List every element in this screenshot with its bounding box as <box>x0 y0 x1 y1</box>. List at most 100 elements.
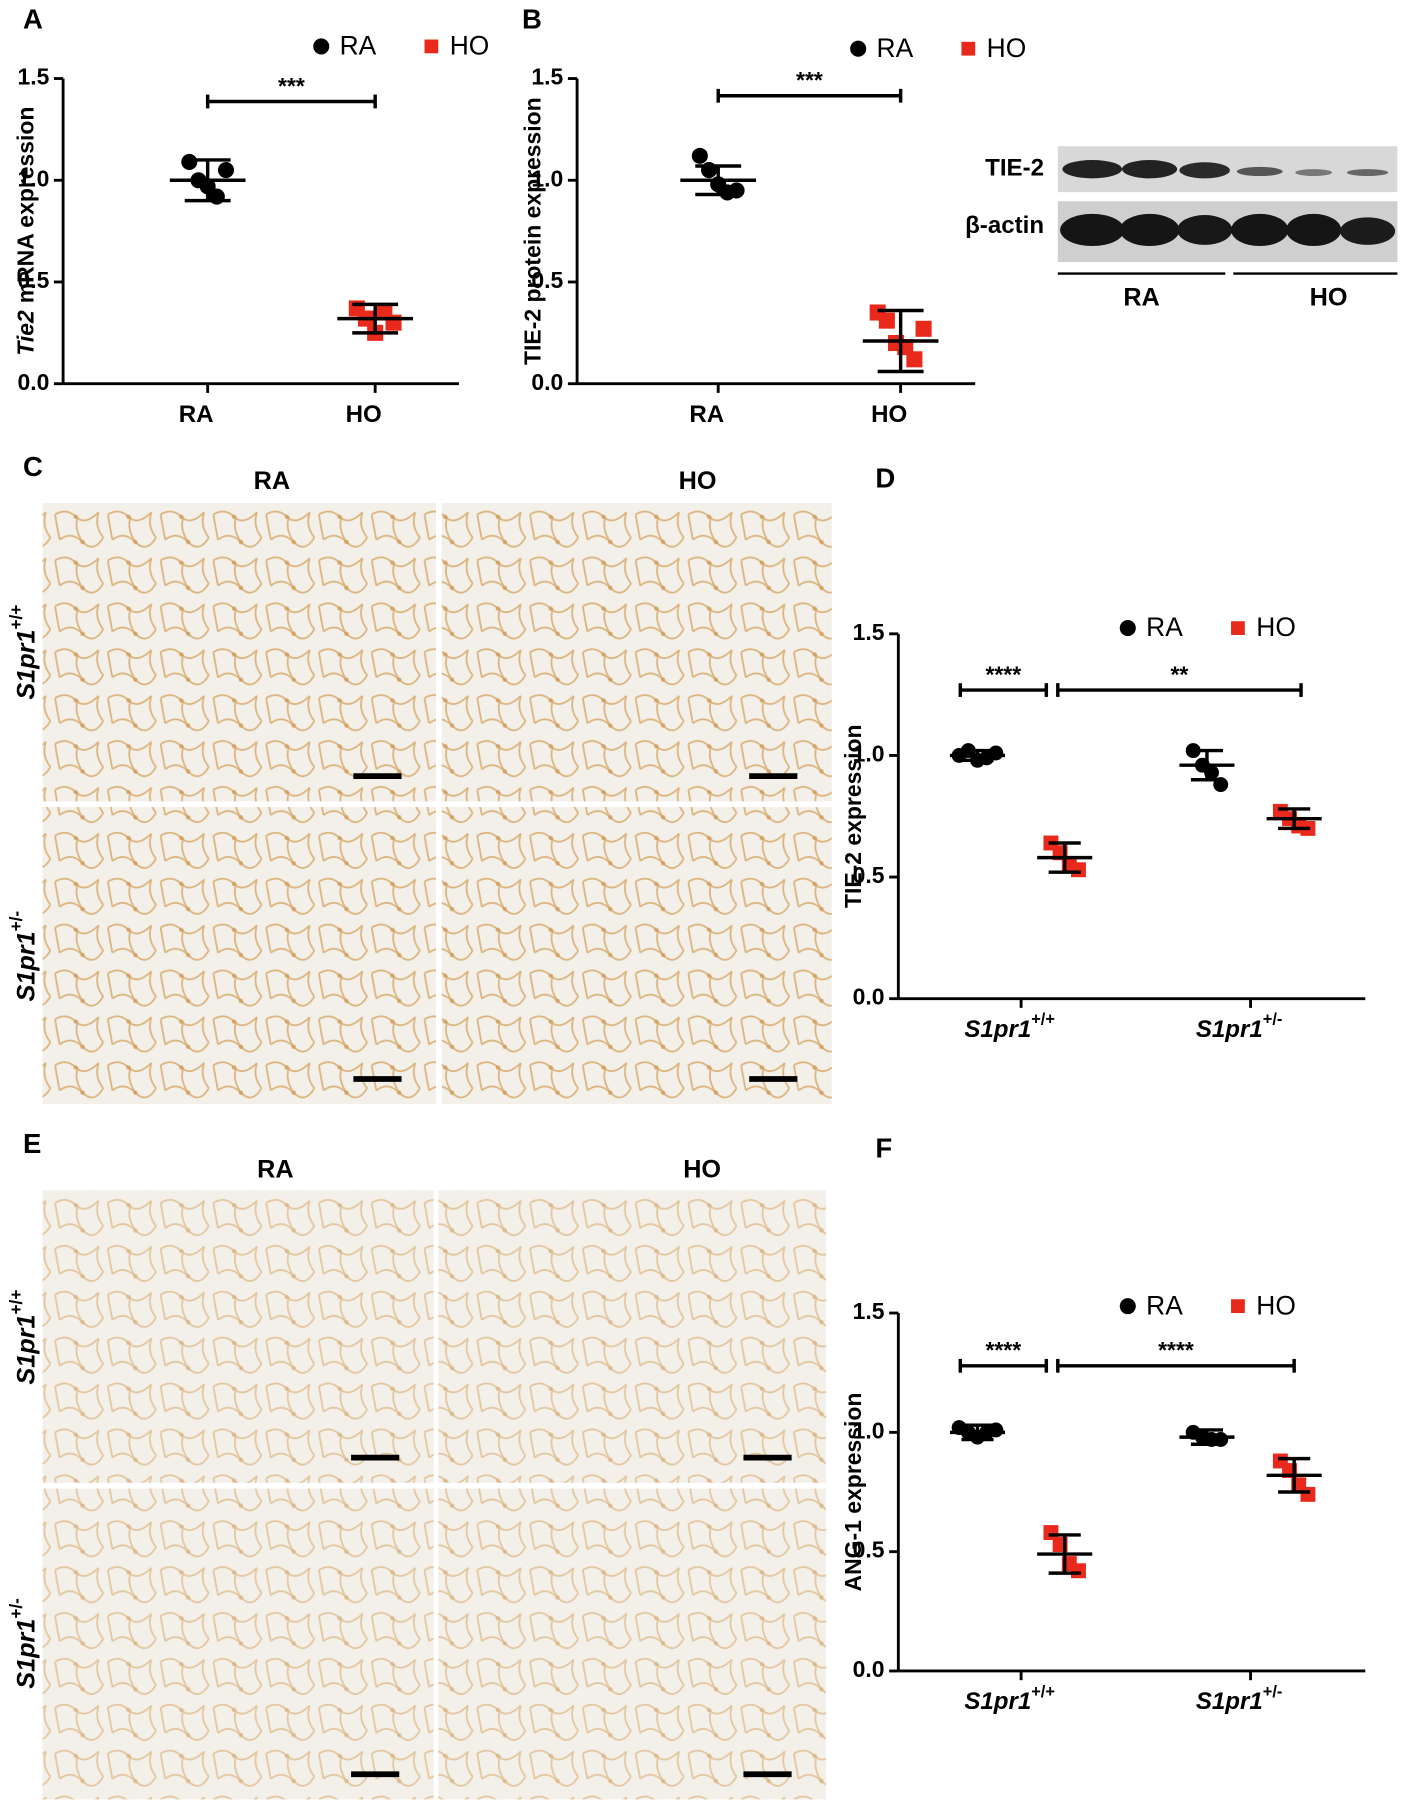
y-axis-label: TIE-2 expression <box>840 724 866 908</box>
blot-group: RA <box>1123 283 1159 311</box>
legend-label: RA <box>1146 1290 1183 1320</box>
blot-band <box>1340 217 1396 245</box>
y-tick-label: 0.0 <box>17 369 49 395</box>
legend-label: HO <box>1256 612 1296 642</box>
micrograph-texture <box>42 503 436 802</box>
y-tick-label: 0.0 <box>853 1656 885 1682</box>
y-tick-label: 0.5 <box>853 1537 885 1563</box>
x-tick-label: S1pr1+/- <box>1196 1683 1283 1715</box>
significance-label: **** <box>985 1337 1021 1363</box>
y-tick-label: 1.0 <box>17 165 49 191</box>
y-tick-label: 0.0 <box>531 369 563 395</box>
data-point <box>1300 1486 1316 1502</box>
blot-group: HO <box>1310 283 1348 311</box>
x-tick-label-base: S1pr1 <box>1196 1016 1263 1043</box>
row-label: S1pr1+/+ <box>6 1290 40 1385</box>
significance-label: **** <box>985 661 1021 687</box>
data-point <box>906 351 923 368</box>
x-tick-label-sup: +/+ <box>1031 1683 1055 1701</box>
data-point <box>217 162 235 179</box>
data-point <box>1071 1563 1086 1579</box>
panel-letter: F <box>875 1132 892 1163</box>
significance-label: ** <box>1170 661 1188 687</box>
y-tick-label: 1.5 <box>853 1298 885 1324</box>
panel-letter: A <box>23 3 43 34</box>
x-tick-label: HO <box>346 401 382 428</box>
legend-label: HO <box>1256 1290 1296 1320</box>
legend-marker <box>1231 1299 1245 1314</box>
y-tick-label: 1.5 <box>17 64 49 90</box>
x-tick-label-base: S1pr1 <box>964 1688 1031 1715</box>
micrograph-texture <box>42 807 436 1105</box>
y-tick-label: 1.0 <box>531 165 563 191</box>
row-label: S1pr1+/+ <box>6 605 40 700</box>
y-axis-label-rest: mRNA expression <box>13 107 39 304</box>
legend-marker <box>313 38 330 55</box>
row-label-base: S1pr1 <box>12 1619 40 1689</box>
panel-letter: B <box>522 3 542 34</box>
y-tick-label: 0.5 <box>853 862 885 888</box>
x-tick-label-base: S1pr1 <box>1196 1688 1263 1715</box>
x-tick-label: HO <box>871 401 907 428</box>
row-label: S1pr1+/- <box>6 911 40 1002</box>
western-blot: TIE-2 β-actin RA HO <box>965 146 1398 311</box>
data-point <box>988 745 1004 761</box>
significance-label: **** <box>1158 1337 1194 1363</box>
x-tick-label-base: S1pr1 <box>964 1016 1031 1043</box>
micrograph-texture <box>441 503 832 802</box>
y-tick-label: 1.0 <box>853 1417 885 1443</box>
legend-label: HO <box>450 31 490 61</box>
panel-letter: C <box>23 451 43 482</box>
panel-letter: E <box>23 1128 41 1159</box>
data-point <box>691 147 708 164</box>
y-tick-label: 1.0 <box>853 741 885 767</box>
blot-band <box>1286 213 1342 247</box>
x-tick-label-sup: +/+ <box>1031 1011 1055 1029</box>
blot-label: TIE-2 <box>985 155 1044 182</box>
y-axis-label: TIE-2 protein expression <box>520 97 546 365</box>
blot-band <box>1295 169 1333 177</box>
legend-label: RA <box>877 33 914 63</box>
y-tick-label: 0.5 <box>531 267 563 293</box>
legend-marker <box>1119 620 1136 637</box>
legend-label: RA <box>1146 612 1183 642</box>
y-axis-label: Tie2 mRNA expression <box>13 107 39 356</box>
y-axis-label: ANG-1 expression <box>840 1393 866 1592</box>
micrograph-texture <box>42 1488 434 1800</box>
blot-band <box>1119 213 1180 247</box>
blot-band <box>1122 159 1178 179</box>
data-point <box>181 153 198 170</box>
blot-band <box>1179 162 1230 179</box>
legend-marker <box>1231 621 1245 635</box>
x-tick-label: RA <box>689 401 724 428</box>
y-tick-label: 0.5 <box>17 267 49 293</box>
x-tick-label: S1pr1+/+ <box>964 1011 1055 1043</box>
row-label-base: S1pr1 <box>12 931 40 1001</box>
row-label-base: S1pr1 <box>12 630 40 700</box>
y-tick-label: 1.5 <box>531 64 563 90</box>
row-label-base: S1pr1 <box>12 1314 40 1384</box>
blot-band <box>1060 213 1125 247</box>
data-point <box>878 312 895 329</box>
micrograph-texture <box>42 1190 434 1483</box>
y-tick-label: 1.5 <box>853 619 885 645</box>
x-tick-label: S1pr1+/+ <box>964 1683 1055 1715</box>
column-label: RA <box>254 467 290 495</box>
legend-marker <box>424 39 439 54</box>
micrograph-texture <box>438 1190 827 1483</box>
blot-label: β-actin <box>965 212 1044 239</box>
x-tick-label: S1pr1+/- <box>1196 1011 1283 1043</box>
micrograph-texture <box>441 807 832 1105</box>
row-label-sup: +/- <box>6 911 26 932</box>
blot-band <box>1177 215 1233 245</box>
blot-band <box>1062 159 1123 179</box>
panel-letter: D <box>875 462 895 493</box>
legend-label: RA <box>340 31 377 61</box>
column-label: HO <box>683 1155 721 1183</box>
blot-band <box>1236 166 1283 177</box>
legend-marker <box>850 40 867 57</box>
x-tick-label-sup: +/- <box>1263 1011 1283 1029</box>
data-point <box>915 320 932 337</box>
y-tick-label: 0.0 <box>853 984 885 1010</box>
